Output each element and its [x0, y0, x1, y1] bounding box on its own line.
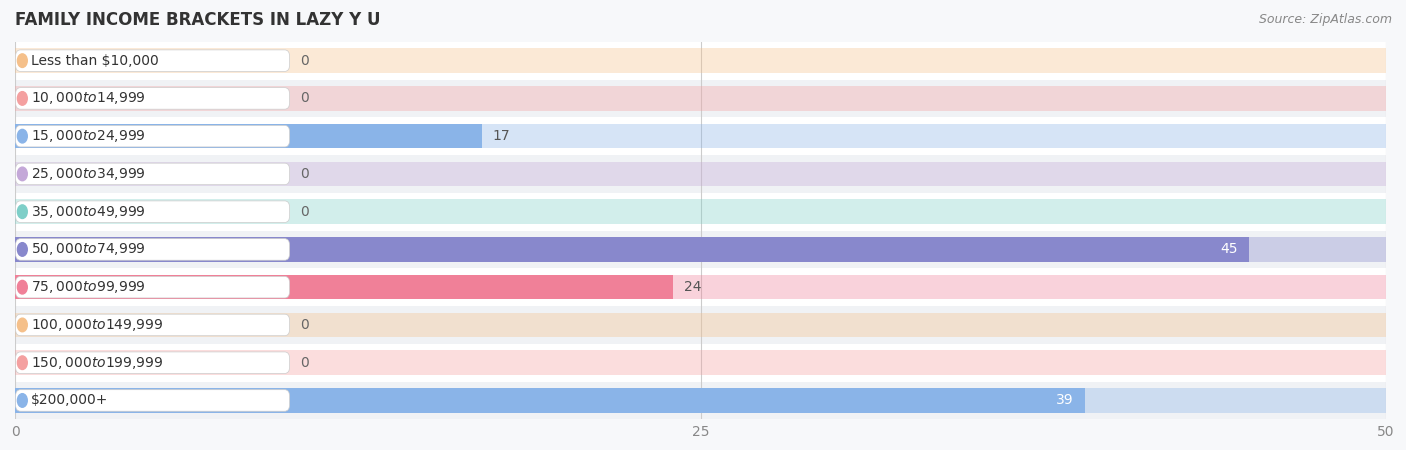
- Circle shape: [17, 129, 27, 143]
- Text: Source: ZipAtlas.com: Source: ZipAtlas.com: [1258, 14, 1392, 27]
- Text: $15,000 to $24,999: $15,000 to $24,999: [31, 128, 145, 144]
- Text: $75,000 to $99,999: $75,000 to $99,999: [31, 279, 145, 295]
- Circle shape: [17, 356, 27, 369]
- Text: $10,000 to $14,999: $10,000 to $14,999: [31, 90, 145, 106]
- Text: $150,000 to $199,999: $150,000 to $199,999: [31, 355, 163, 371]
- Bar: [15, 80, 1386, 117]
- Text: Less than $10,000: Less than $10,000: [31, 54, 159, 68]
- Bar: [15, 124, 1386, 148]
- Bar: [15, 275, 673, 299]
- FancyBboxPatch shape: [15, 50, 290, 72]
- FancyBboxPatch shape: [15, 352, 290, 374]
- Circle shape: [17, 280, 27, 294]
- Bar: [15, 42, 1386, 80]
- Text: 0: 0: [301, 167, 309, 181]
- Text: 39: 39: [1056, 393, 1074, 407]
- FancyBboxPatch shape: [15, 163, 290, 184]
- Bar: [15, 313, 1386, 337]
- Bar: [15, 49, 1386, 73]
- FancyBboxPatch shape: [15, 126, 290, 147]
- FancyBboxPatch shape: [15, 314, 290, 336]
- Text: 0: 0: [301, 54, 309, 68]
- Circle shape: [17, 167, 27, 181]
- Bar: [15, 351, 1386, 375]
- Bar: [15, 117, 1386, 155]
- Bar: [15, 155, 1386, 193]
- Circle shape: [17, 394, 27, 407]
- Circle shape: [17, 92, 27, 105]
- Bar: [15, 275, 1386, 299]
- Text: $35,000 to $49,999: $35,000 to $49,999: [31, 204, 145, 220]
- FancyBboxPatch shape: [15, 88, 290, 109]
- Text: 0: 0: [301, 205, 309, 219]
- FancyBboxPatch shape: [15, 276, 290, 298]
- Text: $50,000 to $74,999: $50,000 to $74,999: [31, 242, 145, 257]
- Text: 24: 24: [685, 280, 702, 294]
- Bar: [15, 230, 1386, 268]
- FancyBboxPatch shape: [15, 201, 290, 222]
- Bar: [15, 382, 1386, 419]
- FancyBboxPatch shape: [15, 390, 290, 411]
- Circle shape: [17, 243, 27, 256]
- Text: FAMILY INCOME BRACKETS IN LAZY Y U: FAMILY INCOME BRACKETS IN LAZY Y U: [15, 11, 381, 29]
- Text: $200,000+: $200,000+: [31, 393, 108, 407]
- Text: 0: 0: [301, 356, 309, 370]
- Bar: [15, 86, 1386, 111]
- Bar: [15, 124, 481, 148]
- Circle shape: [17, 54, 27, 68]
- Bar: [15, 388, 1084, 413]
- Bar: [15, 237, 1249, 262]
- Text: $25,000 to $34,999: $25,000 to $34,999: [31, 166, 145, 182]
- Bar: [15, 237, 1386, 262]
- Text: 45: 45: [1220, 243, 1239, 256]
- Bar: [15, 193, 1386, 230]
- Text: 0: 0: [301, 318, 309, 332]
- Text: $100,000 to $149,999: $100,000 to $149,999: [31, 317, 163, 333]
- FancyBboxPatch shape: [15, 238, 290, 260]
- Text: 0: 0: [301, 91, 309, 105]
- Bar: [15, 306, 1386, 344]
- Bar: [15, 162, 1386, 186]
- Circle shape: [17, 205, 27, 218]
- Bar: [15, 199, 1386, 224]
- Text: 17: 17: [492, 129, 510, 143]
- Bar: [15, 268, 1386, 306]
- Circle shape: [17, 318, 27, 332]
- Bar: [15, 388, 1386, 413]
- Bar: [15, 344, 1386, 382]
